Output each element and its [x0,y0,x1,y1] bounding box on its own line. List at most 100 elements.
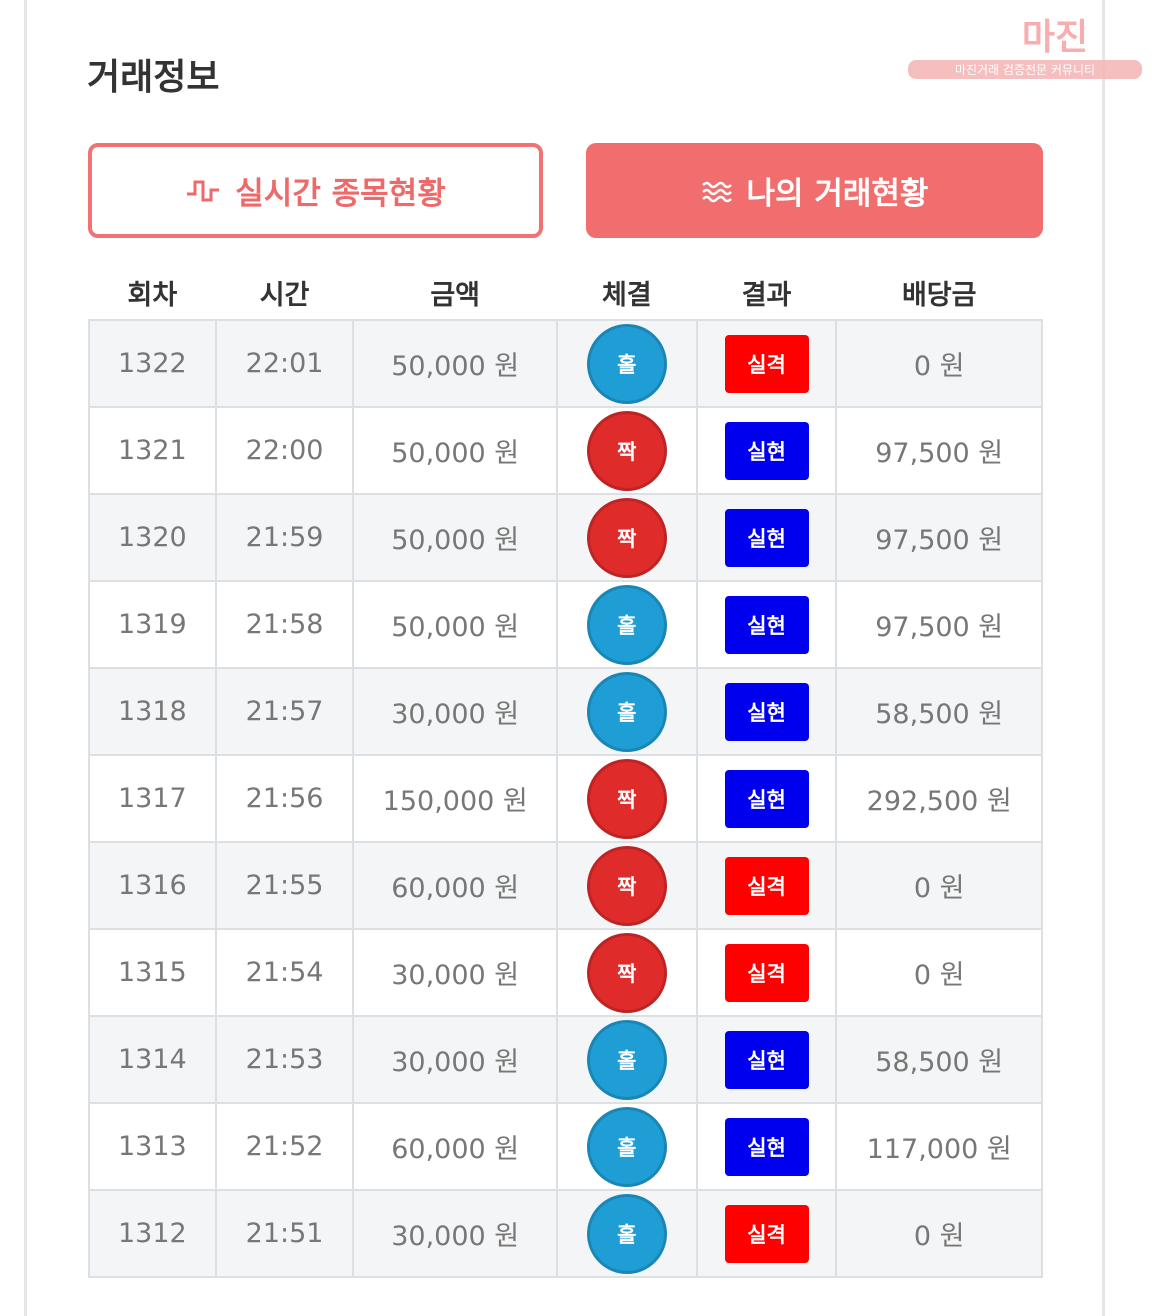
pick-cell: 홀 [555,1102,698,1191]
pick-circle: 짝 [586,410,667,491]
pick-circle: 홀 [586,584,667,665]
result-cell: 실격 [695,841,838,930]
table-cell: 97,500 원 [835,406,1043,495]
result-cell: 실격 [695,1189,838,1278]
table-cell: 1320 [88,493,217,582]
watermark: 마진 마진거래 검증전문 커뮤니티 [908,8,1142,79]
pick-cell: 짝 [555,841,698,930]
table-cell: 117,000 원 [835,1102,1043,1191]
result-badge: 실현 [724,1117,809,1176]
tab-button[interactable]: 실시간 종목현황 [88,143,543,238]
table-cell: 22:00 [214,406,355,495]
table-row: 1319 21:58 50,000 원 홀 실현 97,500 원 [88,580,1043,669]
table-row: 1320 21:59 50,000 원 짝 실현 97,500 원 [88,493,1043,582]
table-cell: 1316 [88,841,217,930]
result-cell: 실현 [695,1015,838,1104]
table-cell: 50,000 원 [352,493,558,582]
title: 거래정보 [87,57,220,98]
pick-cell: 짝 [555,406,698,495]
table-row: 1317 21:56 150,000 원 짝 실현 292,500 원 [88,754,1043,843]
table-row: 1318 21:57 30,000 원 홀 실현 58,500 원 [88,667,1043,756]
table-row: 1315 21:54 30,000 원 짝 실격 0 원 [88,928,1043,1017]
pick-circle: 홀 [586,1106,667,1187]
table-cell: 150,000 원 [352,754,558,843]
pick-circle: 짝 [586,932,667,1013]
table-cell: 97,500 원 [835,580,1043,669]
pick-circle: 짝 [586,845,667,926]
table-cell: 21:53 [214,1015,355,1104]
pick-cell: 홀 [555,319,698,408]
table-row: 1316 21:55 60,000 원 짝 실격 0 원 [88,841,1043,930]
column-header: 회차 [127,279,178,311]
tab-label: 실시간 종목현황 [235,176,446,212]
result-badge: 실격 [724,1204,809,1263]
table-cell: 30,000 원 [352,1189,558,1278]
table-cell: 1312 [88,1189,217,1278]
pick-circle: 짝 [586,758,667,839]
waves-icon [701,181,732,202]
table-cell: 21:59 [214,493,355,582]
table-cell: 1322 [88,319,217,408]
result-cell: 실현 [695,406,838,495]
table-row: 1313 21:52 60,000 원 홀 실현 117,000 원 [88,1102,1043,1191]
result-badge: 실현 [724,421,809,480]
table-cell: 1318 [88,667,217,756]
table-cell: 21:58 [214,580,355,669]
table-cell: 30,000 원 [352,1015,558,1104]
table-cell: 60,000 원 [352,1102,558,1191]
column-header: 체결 [601,279,652,311]
tab-button[interactable]: 나의 거래현황 [586,143,1043,238]
table-row: 1314 21:53 30,000 원 홀 실현 58,500 원 [88,1015,1043,1104]
result-cell: 실현 [695,493,838,582]
result-badge: 실현 [724,769,809,828]
table-row: 1321 22:00 50,000 원 짝 실현 97,500 원 [88,406,1043,495]
result-badge: 실격 [724,856,809,915]
pick-cell: 짝 [555,754,698,843]
result-badge: 실격 [724,943,809,1002]
table-cell: 0 원 [835,1189,1043,1278]
result-badge: 실격 [724,334,809,393]
table-cell: 1321 [88,406,217,495]
column-header: 배당금 [901,279,977,311]
pick-cell: 홀 [555,667,698,756]
table-cell: 50,000 원 [352,319,558,408]
table-cell: 21:51 [214,1189,355,1278]
table-row: 1322 22:01 50,000 원 홀 실격 0 원 [88,319,1043,408]
result-cell: 실현 [695,754,838,843]
table-cell: 58,500 원 [835,667,1043,756]
table-cell: 30,000 원 [352,667,558,756]
table-cell: 1313 [88,1102,217,1191]
frame-line [24,0,27,1316]
result-badge: 실현 [724,682,809,741]
table-cell: 0 원 [835,841,1043,930]
watermark-tagline: 마진거래 검증전문 커뮤니티 [908,60,1142,79]
pick-cell: 홀 [555,580,698,669]
table-cell: 60,000 원 [352,841,558,930]
pulse-icon [187,180,220,201]
trade-table: 회차 시간 금액 체결 결과 배당금 1322 22:01 50,000 원 홀 실격 0 원 132… [88,265,1043,1278]
table-row: 1312 21:51 30,000 원 홀 실격 0 원 [88,1189,1043,1278]
result-badge: 실현 [724,508,809,567]
result-cell: 실격 [695,319,838,408]
table-cell: 97,500 원 [835,493,1043,582]
table-cell: 30,000 원 [352,928,558,1017]
table-cell: 0 원 [835,319,1043,408]
frame-line [1102,0,1105,1316]
table-cell: 21:57 [214,667,355,756]
column-header: 결과 [741,279,792,311]
table-cell: 50,000 원 [352,406,558,495]
table-cell: 21:55 [214,841,355,930]
result-cell: 실현 [695,580,838,669]
pick-circle: 짝 [586,497,667,578]
column-header: 금액 [430,279,481,311]
table-cell: 21:54 [214,928,355,1017]
table-cell: 1314 [88,1015,217,1104]
pick-circle: 홀 [586,1193,667,1274]
watermark-brand: 마진 [1021,17,1089,58]
table-cell: 1319 [88,580,217,669]
table-cell: 21:52 [214,1102,355,1191]
pick-circle: 홀 [586,323,667,404]
pick-cell: 홀 [555,1015,698,1104]
result-badge: 실현 [724,1030,809,1089]
